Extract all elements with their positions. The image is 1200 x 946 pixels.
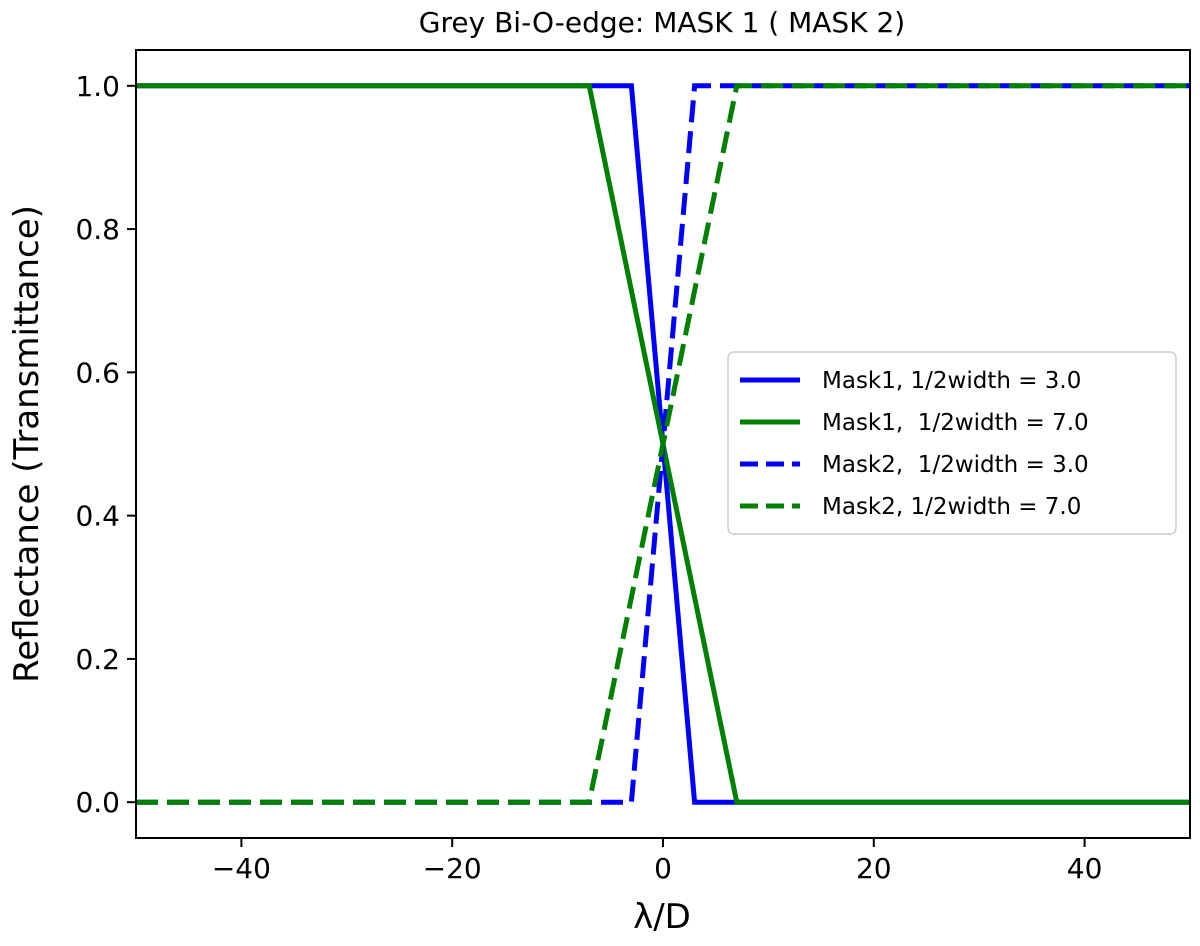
x-axis-label: λ/D (633, 897, 691, 937)
legend-label-4: Mask2, 1/2width = 7.0 (822, 494, 1081, 520)
y-tick-label: 0.4 (75, 500, 120, 533)
legend-label-3: Mask2, 1/2width = 3.0 (822, 452, 1089, 478)
y-tick-label: 0.6 (75, 356, 120, 389)
x-axis-ticks: −40 −20 0 20 40 (212, 838, 1103, 885)
x-tick-label: 40 (1067, 852, 1103, 885)
chart-title: Grey Bi-O-edge: MASK 1 ( MASK 2) (419, 6, 905, 39)
x-tick-label: 0 (654, 852, 672, 885)
x-tick-label: 20 (856, 852, 892, 885)
x-tick-label: −40 (212, 852, 271, 885)
y-axis-ticks: 0.0 0.2 0.4 0.6 0.8 1.0 (75, 70, 136, 819)
x-tick-label: −20 (423, 852, 482, 885)
legend-label-1: Mask1, 1/2width = 3.0 (822, 368, 1081, 394)
series-line-4 (136, 83, 1190, 805)
y-tick-label: 0.0 (75, 786, 120, 819)
y-axis-label: Reflectance (Transmittance) (7, 205, 47, 683)
legend: Mask1, 1/2width = 3.0 Mask1, 1/2width = 7… (727, 351, 1177, 535)
legend-label-2: Mask1, 1/2width = 7.0 (822, 410, 1089, 436)
y-tick-label: 1.0 (75, 70, 120, 103)
y-tick-label: 0.8 (75, 213, 120, 246)
y-tick-label: 0.2 (75, 643, 120, 676)
legend-box (727, 351, 1177, 535)
series-layer (136, 83, 1190, 805)
